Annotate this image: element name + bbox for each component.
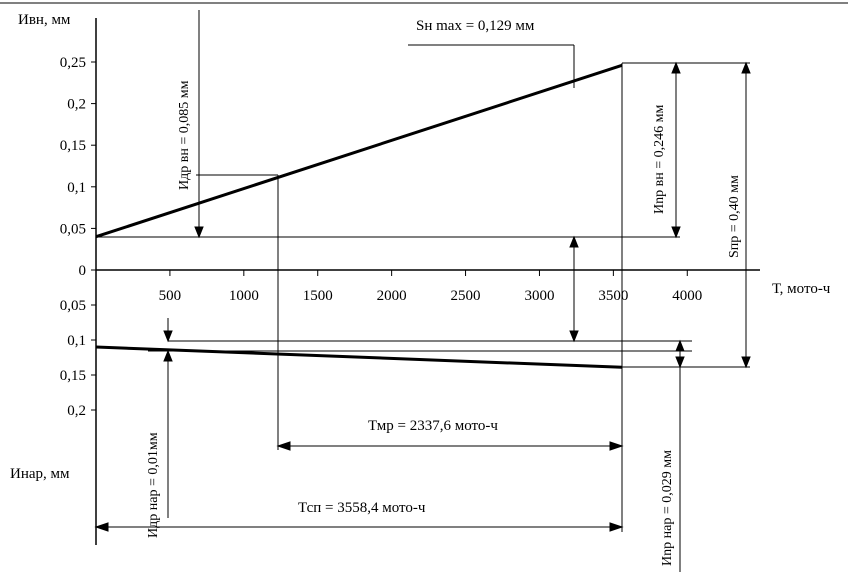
idr-nar-arrowhead-bottom [163,349,173,362]
ipr-vn-arrowhead-top [671,61,681,74]
lower-y-tick-label: 0,1 [67,333,86,349]
reference-lines [96,44,750,532]
upper-y-tick-label: 0,05 [60,221,86,237]
idr-vn-arrowhead [194,226,204,239]
lower-y-axis-label: Инар, мм [10,466,70,482]
smax-arrowhead-down [569,330,579,343]
lower-y-tick-label: 0,2 [67,403,86,419]
tsp-annotation: Тсп = 3558,4 мото-ч [298,500,426,516]
lower-y-axis-ticks: 0,05 0,1 0,15 0,2 [60,298,96,419]
x-axis-label: Т, мото-ч [772,281,831,297]
upper-y-tick-label: 0 [79,263,87,279]
tmr-arrowhead-left [276,441,291,451]
x-tick-label: 3000 [524,288,554,304]
axes [95,18,760,545]
upper-y-tick-label: 0,25 [60,55,86,71]
ipr-nar-arrowhead-top [675,339,685,352]
x-axis-ticks: 500 1000 1500 2000 2500 3000 3500 4000 [159,270,702,304]
tsp-arrowhead-left [94,522,109,532]
upper-y-tick-label: 0,1 [67,180,86,196]
upper-y-axis-label: Ивн, мм [18,12,71,28]
ipr-vn-arrowhead-bottom [671,226,681,239]
ipr-nar-arrowhead-bottom [675,356,685,369]
x-tick-label: 4000 [672,288,702,304]
ipr-vn-annotation: Иnр вн = 0,246 мм [652,105,667,214]
tmr-annotation: Тмр = 2337,6 мото-ч [368,418,498,434]
spr-arrowhead-top [741,61,751,74]
tsp-arrowhead-right [609,522,624,532]
smax-annotation: Sн max = 0,129 мм [416,18,535,34]
x-tick-label: 2500 [451,288,481,304]
lower-y-tick-label: 0,05 [60,298,86,314]
spr-arrowhead-bottom [741,356,751,369]
smax-arrowhead-up [569,235,579,248]
x-tick-label: 1500 [303,288,333,304]
ipr-nar-annotation: Иnр нар = 0,029 мм [660,450,675,566]
tmr-arrowhead-right [609,441,624,451]
dimension-arrows [94,10,751,572]
idr-nar-arrowhead-top [163,330,173,343]
idr-nar-annotation: Идр нар = 0,01мм [146,432,161,538]
x-tick-label: 500 [159,288,182,304]
x-tick-label: 2000 [377,288,407,304]
inner-wear-series-line [95,63,623,239]
outer-wear-series-line [95,345,623,369]
upper-y-axis-ticks: 0 0,05 0,1 0,15 0,2 0,25 [60,55,96,279]
x-tick-label: 3500 [598,288,628,304]
upper-y-tick-label: 0,2 [67,97,86,113]
lower-y-tick-label: 0,15 [60,368,86,384]
upper-y-tick-label: 0,15 [60,138,86,154]
idr-vn-annotation: Идр вн = 0,085 мм [177,80,192,190]
spr-annotation: Sпр = 0,40 мм [727,175,742,258]
x-tick-label: 1000 [229,288,259,304]
